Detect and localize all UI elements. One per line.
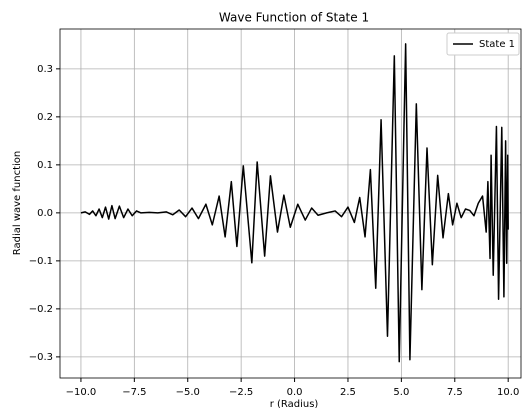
y-tick-label: 0.2: [37, 112, 53, 123]
x-axis-label: r (Radius): [270, 399, 319, 408]
x-tick-label: 2.5: [340, 387, 356, 398]
x-tick-label: −7.5: [122, 387, 146, 398]
x-tick-label: 10.0: [497, 387, 519, 398]
x-tick-label: 7.5: [447, 387, 463, 398]
x-tick-label: −2.5: [229, 387, 253, 398]
x-tick-label: −10.0: [66, 387, 97, 398]
legend-label: State 1: [479, 39, 515, 50]
y-tick-label: −0.3: [29, 352, 53, 363]
data-line: [80, 43, 509, 363]
legend-box: [446, 32, 520, 56]
y-axis-label: Radial wave function: [12, 151, 23, 255]
y-tick-label: 0.1: [37, 160, 53, 171]
x-tick-label: 0.0: [287, 387, 303, 398]
y-tick-label: −0.1: [29, 256, 53, 267]
plot-frame: [59, 28, 522, 379]
y-tick-label: 0.3: [37, 64, 53, 75]
y-tick-label: −0.2: [29, 304, 53, 315]
x-tick-label: −5.0: [176, 387, 200, 398]
x-tick-label: 5.0: [393, 387, 409, 398]
chart-title: Wave Function of State 1: [219, 11, 369, 25]
y-tick-label: 0.0: [37, 208, 53, 219]
